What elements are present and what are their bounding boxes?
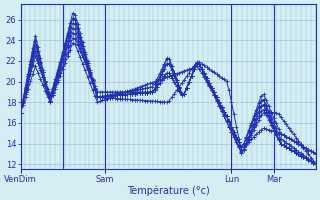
X-axis label: Température (°c): Température (°c) bbox=[127, 185, 210, 196]
